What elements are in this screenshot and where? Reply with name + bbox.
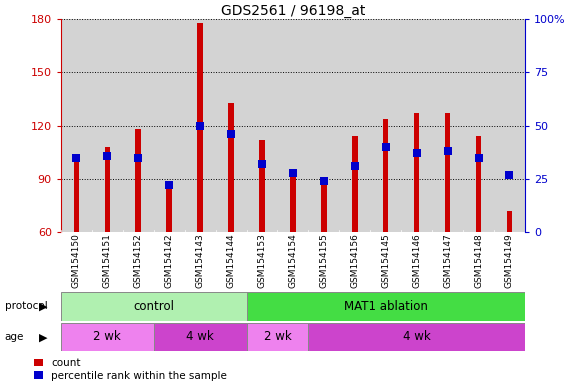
Bar: [352, 136, 357, 232]
Bar: [414, 113, 419, 232]
Bar: [166, 183, 172, 232]
Point: [505, 172, 514, 178]
Point: [258, 161, 267, 167]
Text: GSM154144: GSM154144: [227, 233, 235, 288]
Text: GSM154155: GSM154155: [320, 233, 328, 288]
Point: [381, 144, 390, 150]
Text: GSM154148: GSM154148: [474, 233, 483, 288]
Bar: [290, 170, 296, 232]
Bar: [383, 119, 389, 232]
Text: protocol: protocol: [5, 301, 48, 311]
Point: [288, 170, 298, 176]
Text: ▶: ▶: [39, 301, 48, 311]
Legend: count, percentile rank within the sample: count, percentile rank within the sample: [34, 359, 227, 381]
Text: ▶: ▶: [39, 332, 48, 342]
Point: [165, 182, 174, 189]
Text: GSM154150: GSM154150: [72, 233, 81, 288]
Bar: [321, 179, 327, 232]
Text: 2 wk: 2 wk: [93, 331, 121, 343]
Point: [474, 155, 483, 161]
Text: age: age: [5, 332, 24, 342]
Bar: [74, 156, 79, 232]
Point: [103, 152, 112, 159]
Point: [195, 123, 205, 129]
Text: GSM154145: GSM154145: [381, 233, 390, 288]
Text: 4 wk: 4 wk: [403, 331, 430, 343]
Text: 4 wk: 4 wk: [186, 331, 214, 343]
Text: GSM154156: GSM154156: [350, 233, 359, 288]
Bar: [197, 23, 203, 232]
Text: GSM154154: GSM154154: [288, 233, 298, 288]
Bar: [309, 323, 525, 351]
Bar: [259, 140, 264, 232]
Bar: [104, 147, 110, 232]
Bar: [246, 292, 525, 321]
Bar: [154, 323, 246, 351]
Bar: [229, 103, 234, 232]
Point: [72, 155, 81, 161]
Text: control: control: [133, 300, 174, 313]
Text: GSM154142: GSM154142: [165, 233, 173, 288]
Text: 2 wk: 2 wk: [263, 331, 291, 343]
Point: [133, 155, 143, 161]
Bar: [61, 292, 246, 321]
Text: MAT1 ablation: MAT1 ablation: [344, 300, 427, 313]
Point: [226, 131, 235, 137]
Bar: [476, 136, 481, 232]
Point: [350, 163, 360, 169]
Text: GSM154149: GSM154149: [505, 233, 514, 288]
Text: GSM154146: GSM154146: [412, 233, 421, 288]
Title: GDS2561 / 96198_at: GDS2561 / 96198_at: [221, 4, 365, 18]
Text: GSM154153: GSM154153: [258, 233, 266, 288]
Bar: [61, 323, 154, 351]
Point: [412, 151, 421, 157]
Bar: [445, 113, 450, 232]
Text: GSM154152: GSM154152: [134, 233, 143, 288]
Point: [319, 178, 328, 184]
Bar: [136, 129, 141, 232]
Bar: [507, 211, 512, 232]
Text: GSM154143: GSM154143: [195, 233, 205, 288]
Text: GSM154151: GSM154151: [103, 233, 112, 288]
Bar: [246, 323, 309, 351]
Point: [443, 148, 452, 154]
Text: GSM154147: GSM154147: [443, 233, 452, 288]
